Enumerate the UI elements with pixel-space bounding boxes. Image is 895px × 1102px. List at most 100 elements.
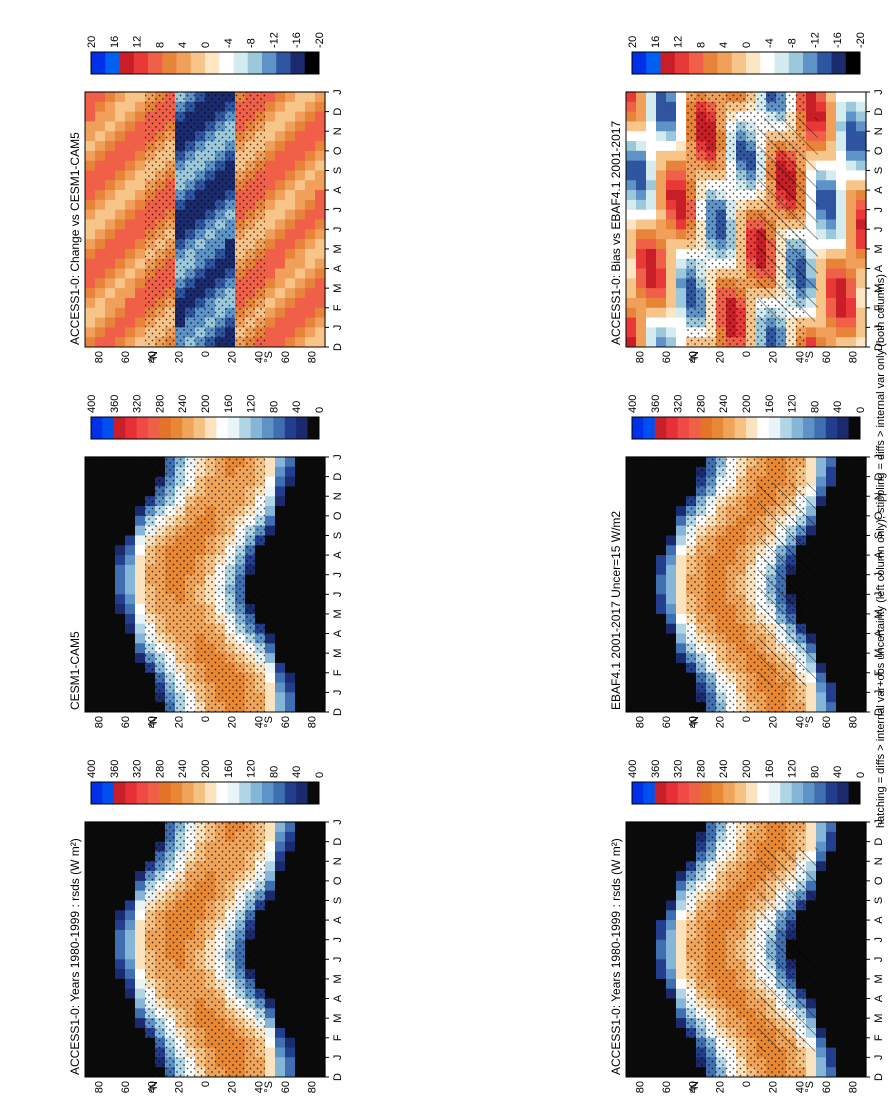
- heatmap-cell: [275, 821, 286, 832]
- heatmap-cell: [636, 642, 647, 654]
- colorbar-swatch: [825, 417, 838, 439]
- heatmap-cell: [846, 267, 857, 279]
- heatmap-cell: [105, 880, 116, 891]
- heatmap-cell: [676, 831, 687, 842]
- heatmap-cell: [305, 958, 316, 970]
- heatmap-cell: [85, 1046, 96, 1058]
- heatmap-cell: [285, 1017, 296, 1028]
- heatmap-cell: [315, 948, 326, 960]
- heatmap-cell: [275, 140, 286, 151]
- heatmap-cell: [115, 939, 126, 950]
- heatmap-cell: [626, 701, 637, 712]
- heatmap-cell: [315, 978, 326, 989]
- heatmap-cell: [626, 1046, 637, 1058]
- heatmap-cell: [636, 1037, 647, 1048]
- y-tick-label: 60: [661, 351, 673, 363]
- heatmap-cell: [285, 672, 296, 683]
- heatmap-cell: [826, 120, 837, 132]
- colorbar-swatch: [105, 52, 120, 74]
- y-unit-south: °S: [804, 1081, 816, 1093]
- heatmap-cell: [676, 1037, 687, 1048]
- heatmap-cell: [105, 169, 116, 181]
- heatmap-cell: [626, 326, 637, 338]
- colorbar-label: 280: [695, 395, 707, 413]
- heatmap-cell: [646, 574, 657, 585]
- heatmap-cell: [105, 1056, 116, 1068]
- heatmap-cell: [305, 199, 316, 210]
- heatmap-cell: [826, 258, 837, 269]
- heatmap-cell: [295, 199, 306, 210]
- heatmap-cell: [275, 603, 286, 614]
- heatmap-cell: [95, 564, 106, 575]
- colorbar-swatch: [148, 52, 163, 74]
- heatmap-cell: [285, 603, 296, 614]
- heatmap-cell: [826, 909, 837, 921]
- heatmap-cell: [275, 701, 286, 712]
- heatmap-cell: [135, 880, 146, 891]
- heatmap-cell: [846, 485, 857, 497]
- heatmap-cell: [95, 476, 106, 487]
- heatmap-cell: [305, 929, 316, 940]
- heatmap-cell: [95, 1056, 106, 1068]
- heatmap-cell: [105, 1066, 116, 1077]
- heatmap-cell: [125, 1017, 136, 1028]
- heatmap-cell: [636, 919, 647, 930]
- heatmap-cell: [105, 120, 116, 132]
- y-tick-label: 60: [120, 716, 132, 728]
- heatmap-cell: [285, 899, 296, 911]
- heatmap-cell: [275, 860, 286, 872]
- x-tick-label: D: [332, 473, 344, 481]
- colorbar-swatch: [825, 782, 838, 804]
- heatmap-cell: [626, 958, 637, 970]
- x-tick-label: O: [873, 146, 885, 155]
- heatmap-cell: [676, 169, 687, 181]
- heatmap-cell: [826, 1037, 837, 1048]
- heatmap-cell: [85, 525, 96, 536]
- heatmap-cell: [105, 958, 116, 970]
- y-tick-label: 80: [307, 716, 319, 728]
- x-tick-label: F: [873, 669, 885, 676]
- heatmap-cell: [105, 130, 116, 142]
- heatmap-cell: [85, 899, 96, 911]
- heatmap-cell: [305, 336, 316, 347]
- heatmap-cell: [125, 662, 136, 673]
- heatmap-cell: [636, 120, 647, 132]
- heatmap-cell: [135, 544, 146, 556]
- panel-title: ACCESS1-0: Years 1980-1999 : rsds (W m²): [68, 838, 82, 1075]
- heatmap-cell: [646, 140, 657, 151]
- heatmap-cell: [676, 1046, 687, 1058]
- heatmap-cell: [636, 870, 647, 881]
- heatmap-cell: [626, 544, 637, 556]
- y-tick-label: 20: [768, 1081, 780, 1093]
- heatmap-cell: [265, 554, 276, 565]
- heatmap-cell: [85, 672, 96, 683]
- heatmap-cell: [676, 228, 687, 240]
- x-tick-label: O: [873, 876, 885, 885]
- y-tick-label: 20: [173, 351, 185, 363]
- heatmap-cell: [826, 179, 837, 191]
- heatmap-cell: [95, 169, 106, 181]
- colorbar-label: 120: [787, 395, 799, 413]
- colorbar-label: 240: [718, 395, 730, 413]
- colorbar-swatch: [119, 52, 135, 74]
- heatmap-cell: [626, 209, 637, 220]
- panel-1: ACCESS1-0: Years 1980-1999 : rsds (W m²)…: [609, 760, 885, 1094]
- x-tick-label: D: [873, 1073, 885, 1081]
- x-tick-label: N: [873, 857, 885, 865]
- heatmap-cell: [85, 574, 96, 585]
- colorbar-swatch: [677, 782, 690, 804]
- heatmap-cell: [125, 623, 136, 634]
- heatmap-cell: [816, 554, 827, 565]
- x-tick-label: S: [873, 532, 885, 539]
- heatmap-cell: [265, 456, 276, 467]
- heatmap-cell: [646, 326, 657, 338]
- x-tick-label: M: [332, 609, 344, 618]
- heatmap-cell: [656, 267, 667, 279]
- heatmap-cell: [285, 691, 296, 703]
- heatmap-cell: [315, 1056, 326, 1068]
- heatmap-cell: [826, 831, 837, 842]
- heatmap-cell: [285, 248, 296, 259]
- colorbar-label: 12: [673, 36, 685, 48]
- heatmap-cell: [646, 258, 657, 269]
